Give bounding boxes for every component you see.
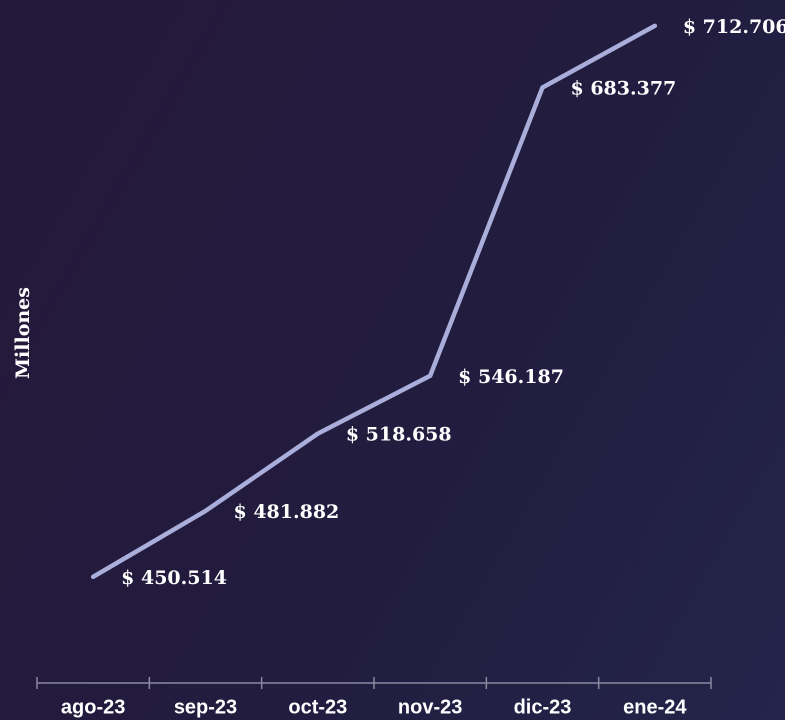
data-label: $ 450.514 [121,567,227,589]
data-label: $ 518.658 [346,424,452,446]
x-tick-label: ene-24 [623,696,687,718]
line [90,23,658,580]
x-tick-label: ago-23 [61,696,125,718]
data-label: $ 683.377 [571,77,677,99]
data-label: $ 481.882 [234,501,340,523]
y-axis-title: Millones [12,287,34,379]
x-tick-label: oct-23 [288,696,347,718]
x-tick-label: sep-23 [174,696,237,718]
data-label: $ 712.706 [683,16,785,38]
x-tick-label: nov-23 [398,696,462,718]
data-label: $ 546.187 [458,366,564,388]
x-tick-label: dic-23 [514,696,572,718]
